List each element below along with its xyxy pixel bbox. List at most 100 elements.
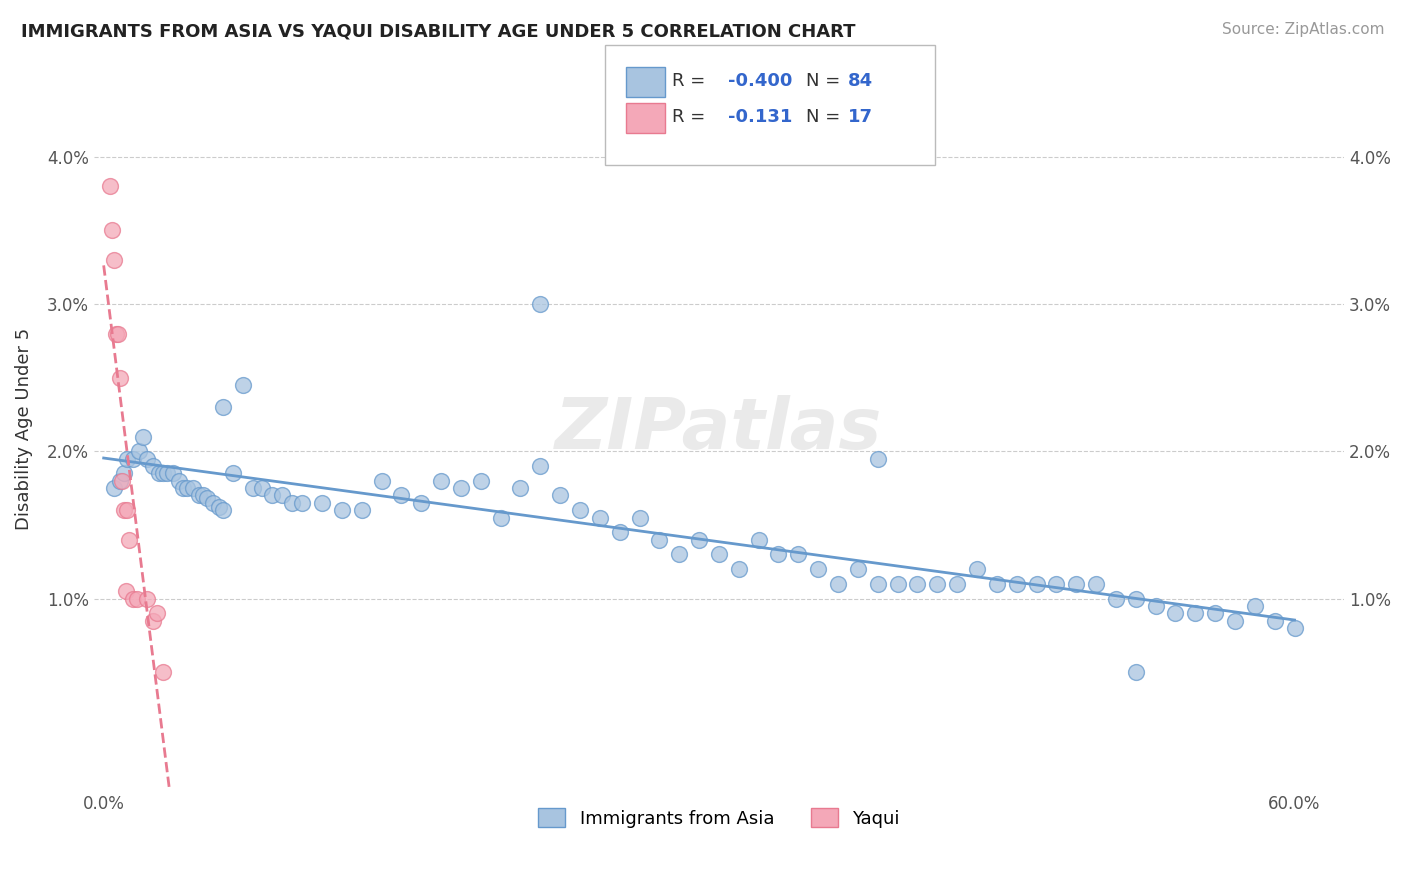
Point bbox=[117, 503, 139, 517]
Point bbox=[1264, 614, 1286, 628]
Point bbox=[509, 481, 531, 495]
Point bbox=[1164, 606, 1187, 620]
Point bbox=[103, 252, 125, 267]
Point bbox=[1284, 621, 1306, 635]
Point bbox=[114, 584, 136, 599]
Point bbox=[1184, 606, 1206, 620]
Point bbox=[648, 533, 671, 547]
Point bbox=[195, 491, 218, 506]
Point bbox=[122, 451, 145, 466]
Point bbox=[107, 326, 129, 341]
Point bbox=[262, 488, 284, 502]
Point bbox=[201, 496, 224, 510]
Point bbox=[430, 474, 453, 488]
Point bbox=[167, 474, 190, 488]
Text: N =: N = bbox=[806, 108, 845, 126]
Point bbox=[112, 467, 135, 481]
Point bbox=[103, 481, 125, 495]
Text: N =: N = bbox=[806, 72, 845, 90]
Point bbox=[208, 500, 231, 515]
Point bbox=[411, 496, 433, 510]
Point bbox=[136, 451, 159, 466]
Point bbox=[271, 488, 294, 502]
Point bbox=[370, 474, 392, 488]
Point bbox=[1005, 576, 1028, 591]
Point bbox=[136, 591, 159, 606]
Point bbox=[1064, 576, 1087, 591]
Point bbox=[1243, 599, 1265, 613]
Point bbox=[162, 467, 184, 481]
Point bbox=[221, 467, 243, 481]
Point bbox=[142, 458, 165, 473]
Point bbox=[142, 614, 165, 628]
Point bbox=[242, 481, 264, 495]
Point bbox=[311, 496, 333, 510]
Point bbox=[768, 547, 790, 561]
Text: R =: R = bbox=[672, 108, 711, 126]
Point bbox=[181, 481, 204, 495]
Point bbox=[108, 370, 131, 384]
Point bbox=[1045, 576, 1067, 591]
Point bbox=[727, 562, 749, 576]
Point bbox=[450, 481, 472, 495]
Point bbox=[152, 665, 174, 680]
Point bbox=[927, 576, 949, 591]
Point bbox=[108, 474, 131, 488]
Point bbox=[211, 400, 233, 414]
Point bbox=[489, 510, 512, 524]
Point bbox=[470, 474, 492, 488]
Point bbox=[1204, 606, 1226, 620]
Point bbox=[104, 326, 127, 341]
Point bbox=[211, 503, 233, 517]
Point bbox=[350, 503, 373, 517]
Point bbox=[176, 481, 198, 495]
Y-axis label: Disability Age Under 5: Disability Age Under 5 bbox=[15, 328, 32, 531]
Point bbox=[232, 378, 254, 392]
Point bbox=[688, 533, 710, 547]
Point bbox=[110, 474, 132, 488]
Point bbox=[172, 481, 194, 495]
Point bbox=[569, 503, 592, 517]
Point bbox=[1125, 665, 1147, 680]
Point bbox=[156, 467, 179, 481]
Legend: Immigrants from Asia, Yaqui: Immigrants from Asia, Yaqui bbox=[531, 801, 907, 835]
Point bbox=[807, 562, 830, 576]
Text: 84: 84 bbox=[848, 72, 873, 90]
Point bbox=[146, 606, 169, 620]
Text: R =: R = bbox=[672, 72, 711, 90]
Text: IMMIGRANTS FROM ASIA VS YAQUI DISABILITY AGE UNDER 5 CORRELATION CHART: IMMIGRANTS FROM ASIA VS YAQUI DISABILITY… bbox=[21, 22, 856, 40]
Point bbox=[1025, 576, 1047, 591]
Point bbox=[187, 488, 209, 502]
Point bbox=[152, 467, 174, 481]
Point bbox=[1125, 591, 1147, 606]
Point bbox=[946, 576, 969, 591]
Point bbox=[529, 297, 551, 311]
Point bbox=[907, 576, 929, 591]
Point bbox=[98, 179, 121, 194]
Point bbox=[748, 533, 770, 547]
Point bbox=[589, 510, 612, 524]
Text: 17: 17 bbox=[848, 108, 873, 126]
Point bbox=[866, 451, 889, 466]
Point bbox=[986, 576, 1008, 591]
Point bbox=[132, 429, 155, 443]
Point bbox=[548, 488, 571, 502]
Point bbox=[1223, 614, 1246, 628]
Text: -0.400: -0.400 bbox=[728, 72, 793, 90]
Point bbox=[846, 562, 869, 576]
Point bbox=[1144, 599, 1167, 613]
Point bbox=[668, 547, 690, 561]
Point bbox=[1105, 591, 1128, 606]
Point bbox=[122, 591, 145, 606]
Point bbox=[128, 444, 150, 458]
Text: Source: ZipAtlas.com: Source: ZipAtlas.com bbox=[1222, 22, 1385, 37]
Point bbox=[112, 503, 135, 517]
Point bbox=[117, 451, 139, 466]
Point bbox=[118, 533, 141, 547]
Point bbox=[966, 562, 988, 576]
Point bbox=[191, 488, 214, 502]
Point bbox=[330, 503, 353, 517]
Text: -0.131: -0.131 bbox=[728, 108, 793, 126]
Point bbox=[787, 547, 810, 561]
Point bbox=[886, 576, 908, 591]
